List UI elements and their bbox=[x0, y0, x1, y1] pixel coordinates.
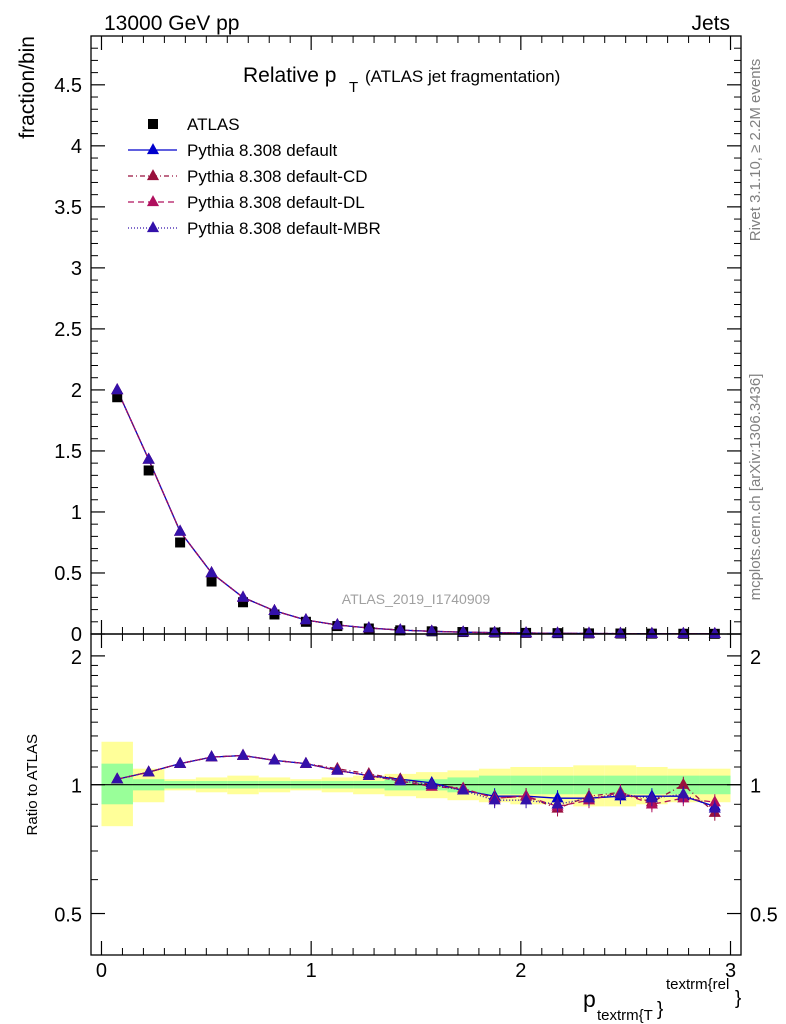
ratio-marker-3 bbox=[268, 753, 281, 765]
ratio-marker-3 bbox=[677, 787, 690, 799]
ratio-marker-3 bbox=[205, 750, 218, 762]
ratio-ytick-label-left: 0.5 bbox=[54, 905, 82, 927]
main-marker-3 bbox=[394, 623, 407, 635]
main-marker-3 bbox=[362, 621, 375, 633]
main-ytick-label: 3.5 bbox=[54, 197, 82, 219]
ratio-marker-3 bbox=[708, 801, 721, 813]
ratio-marker-3 bbox=[236, 748, 250, 760]
main-ytick-label: 4 bbox=[71, 136, 82, 158]
xtick-label: 3 bbox=[725, 960, 736, 982]
main-marker-3 bbox=[236, 590, 250, 602]
ratio-marker-3 bbox=[394, 774, 407, 786]
main-ytick-label: 4.5 bbox=[54, 75, 82, 97]
ratio-ylabel: Ratio to ATLAS bbox=[24, 734, 41, 835]
main-ytick-label: 1.5 bbox=[54, 441, 82, 463]
ratio-ytick-label-left: 1 bbox=[71, 776, 82, 798]
main-marker-3 bbox=[551, 626, 564, 638]
title-sub: T bbox=[349, 79, 358, 96]
ratio-marker-3 bbox=[582, 791, 596, 803]
ratio-marker-3 bbox=[142, 765, 155, 777]
ratio-line-3 bbox=[117, 754, 716, 810]
ratio-marker-3 bbox=[299, 756, 312, 768]
atlas-data-point bbox=[143, 465, 154, 476]
main-marker-3 bbox=[299, 613, 312, 625]
legend-marker bbox=[146, 195, 160, 207]
xlabel-brace2: } bbox=[735, 988, 741, 1009]
main-ytick-label: 3 bbox=[71, 258, 82, 280]
rivet-label: Rivet 3.1.10, ≥ 2.2M events bbox=[747, 59, 764, 242]
ratio-marker-1 bbox=[677, 777, 690, 789]
main-marker-3 bbox=[331, 618, 344, 630]
analysis-watermark: ATLAS_2019_I1740909 bbox=[342, 591, 491, 607]
ratio-marker-3 bbox=[488, 793, 501, 805]
legend-marker-atlas bbox=[148, 119, 158, 129]
ratio-marker-3 bbox=[331, 763, 344, 775]
ratio-ytick-label-right: 2 bbox=[750, 647, 761, 669]
main-marker-3 bbox=[582, 626, 596, 638]
xlabel-brace: } bbox=[657, 999, 663, 1020]
xlabel-sub: textrm{T bbox=[597, 1007, 653, 1024]
ratio-marker-3 bbox=[457, 783, 470, 795]
atlas-data-point bbox=[112, 392, 123, 403]
ratio-panel-series bbox=[111, 748, 721, 821]
main-marker-3 bbox=[645, 626, 658, 638]
legend-marker bbox=[146, 169, 160, 181]
ratio-ytick-label-right: 0.5 bbox=[750, 905, 778, 927]
xlabel-sup: textrm{rel bbox=[666, 976, 729, 993]
x-axis-label: p textrm{T } textrm{rel } bbox=[583, 976, 741, 1024]
xtick-label: 2 bbox=[515, 960, 526, 982]
main-ytick-label: 1 bbox=[71, 502, 82, 524]
mcplots-label: mcplots.cern.ch [arXiv:1306.3436] bbox=[747, 374, 764, 601]
legend-marker bbox=[146, 221, 160, 233]
main-marker-3 bbox=[111, 383, 124, 395]
main-ytick-label: 0 bbox=[71, 624, 82, 646]
atlas-data-point bbox=[238, 597, 249, 608]
ratio-line-1 bbox=[117, 754, 716, 814]
ratio-ytick-label-right: 1 bbox=[750, 776, 761, 798]
ratio-ytick-label-left: 2 bbox=[71, 647, 82, 669]
ratio-marker-3 bbox=[362, 768, 375, 780]
ratio-marker-3 bbox=[645, 791, 658, 803]
legend: ATLAS Pythia 8.308 default Pythia 8.308 de… bbox=[128, 115, 381, 238]
ratio-marker-3 bbox=[551, 797, 564, 809]
process-label: Jets bbox=[691, 12, 730, 35]
main-marker-3 bbox=[425, 624, 438, 636]
main-ytick-label: 2.5 bbox=[54, 319, 82, 341]
ratio-marker-3 bbox=[614, 787, 627, 799]
axis-ticks: 00.511.522.533.544.50.5 0.51 12 20 1 2 3 bbox=[54, 35, 778, 982]
main-marker-3 bbox=[205, 566, 218, 578]
main-marker-3 bbox=[708, 627, 721, 639]
main-marker-3 bbox=[142, 452, 155, 464]
energy-label: 13000 GeV pp bbox=[104, 12, 239, 35]
band-inner-bin bbox=[101, 763, 133, 805]
atlas-data-point bbox=[206, 576, 217, 587]
legend-label: Pythia 8.308 default-DL bbox=[187, 193, 365, 212]
ratio-marker-3 bbox=[111, 772, 124, 784]
ratio-marker-3 bbox=[520, 793, 533, 805]
legend-label: Pythia 8.308 default bbox=[187, 141, 338, 160]
main-ytick-label: 2 bbox=[71, 380, 82, 402]
atlas-data-point bbox=[175, 537, 186, 548]
main-ylabel: fraction/bin bbox=[16, 36, 39, 139]
main-ytick-label: 0.5 bbox=[54, 563, 82, 585]
xlabel-p: p bbox=[583, 986, 596, 1012]
plot-title: Relative p T (ATLAS jet fragmentation) bbox=[243, 64, 560, 96]
main-marker-3 bbox=[174, 524, 187, 536]
xtick-label: 1 bbox=[306, 960, 317, 982]
legend-label: ATLAS bbox=[187, 115, 240, 134]
main-marker-3 bbox=[268, 603, 281, 615]
xtick-label: 0 bbox=[96, 960, 107, 982]
legend-label: Pythia 8.308 default-CD bbox=[187, 167, 368, 186]
legend-label: Pythia 8.308 default-MBR bbox=[187, 219, 381, 238]
ratio-marker-3 bbox=[425, 777, 438, 789]
main-marker-3 bbox=[677, 626, 690, 638]
title-main: Relative p bbox=[243, 64, 336, 87]
ratio-marker-3 bbox=[174, 756, 187, 768]
legend-marker bbox=[146, 143, 160, 155]
main-marker-3 bbox=[614, 626, 627, 638]
title-paren: (ATLAS jet fragmentation) bbox=[365, 67, 560, 86]
